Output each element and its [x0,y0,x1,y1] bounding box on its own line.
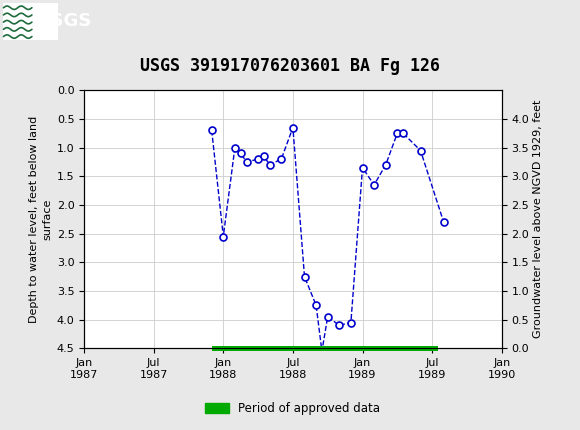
Text: USGS: USGS [36,12,91,31]
Y-axis label: Groundwater level above NGVD 1929, feet: Groundwater level above NGVD 1929, feet [534,100,543,338]
Bar [3,3,58,40]
Y-axis label: Depth to water level, feet below land
surface: Depth to water level, feet below land su… [29,116,52,323]
Legend: Period of approved data: Period of approved data [201,397,385,420]
Text: USGS 391917076203601 BA Fg 126: USGS 391917076203601 BA Fg 126 [140,57,440,75]
Bar [212,346,438,351]
